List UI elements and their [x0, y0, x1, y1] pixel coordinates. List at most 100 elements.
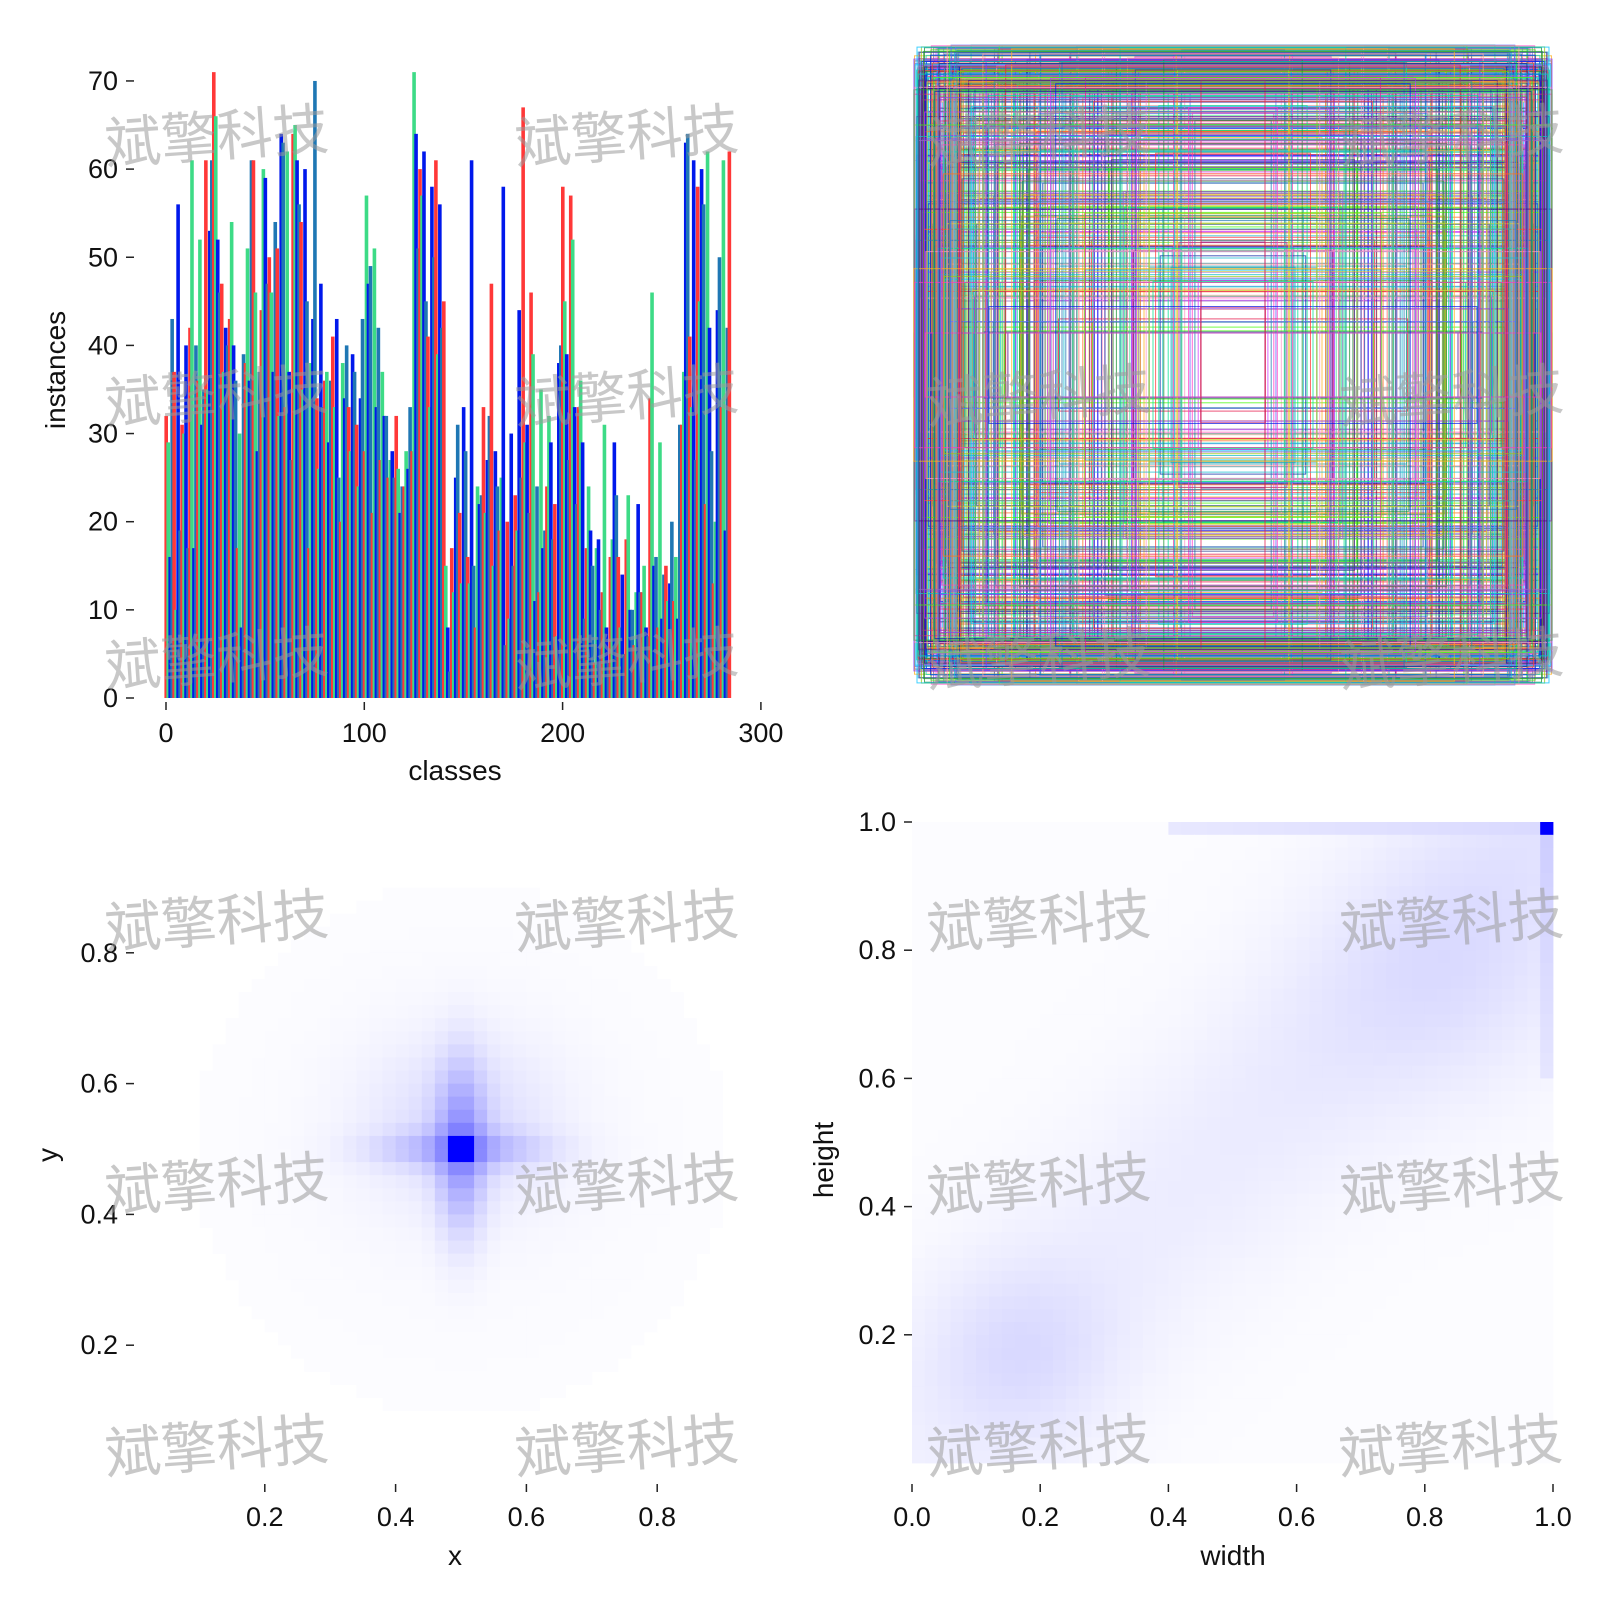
xy-cell-34-37	[617, 1266, 632, 1281]
xy-cell-7-20	[395, 913, 410, 928]
xy-x-tick-label-0.2: 0.2	[246, 1502, 284, 1532]
wh-cell-30-20	[1168, 1206, 1182, 1220]
wh-cell-2-46	[1501, 847, 1515, 861]
histogram-bar-174	[509, 433, 514, 698]
wh-cell-43-19	[1155, 1373, 1169, 1387]
wh-cell-29-36	[1373, 1193, 1387, 1207]
wh-cell-46-34	[1347, 1411, 1362, 1425]
xy-cell-21-20	[395, 1096, 410, 1111]
bbox-397	[1003, 330, 1463, 400]
wh-cell-17-11	[1053, 1039, 1067, 1054]
wh-cell-21-32	[1322, 1091, 1336, 1105]
wh-cell-37-12	[1065, 1296, 1080, 1310]
histogram-bar-156	[473, 627, 478, 698]
wh-cell-23-48	[1527, 1116, 1541, 1131]
wh-cell-29-43	[1463, 1193, 1477, 1207]
wh-cell-39-24	[1219, 1321, 1233, 1336]
wh-cell-31-14	[1091, 1219, 1105, 1233]
wh-cell-41-41	[1437, 1347, 1451, 1361]
wh-cell-31-35	[1360, 1219, 1374, 1233]
wh-cell-31-19	[1155, 1219, 1169, 1233]
xy-cell-37-20	[395, 1305, 410, 1320]
wh-cell-41-22	[1194, 1347, 1208, 1361]
xy-cell-8-35	[591, 926, 606, 941]
wh-cell-22-27	[1258, 1104, 1272, 1118]
histogram-bar-190	[541, 548, 545, 698]
wh-cell-42-41	[1437, 1360, 1451, 1374]
wh-cell-21-31	[1309, 1091, 1323, 1105]
bbox-256	[967, 197, 1499, 533]
wh-cell-24-37	[1386, 1129, 1400, 1143]
wh-cell-0-22	[1194, 822, 1208, 836]
histogram-bar-58	[279, 133, 284, 699]
xy-cell-19-6	[212, 1070, 226, 1084]
wh-cell-1-2	[937, 834, 951, 849]
wh-cell-22-38	[1399, 1104, 1413, 1118]
xy-cell-22-5	[199, 1109, 213, 1124]
wh-cell-35-19	[1155, 1270, 1169, 1284]
xy-cell-17-23	[434, 1044, 449, 1058]
wh-cell-46-41	[1437, 1411, 1451, 1425]
wh-cell-21-7	[1001, 1091, 1015, 1105]
wh-cell-24-43	[1463, 1129, 1477, 1143]
wh-cell-30-36	[1373, 1206, 1387, 1220]
wh-cell-37-44	[1476, 1296, 1490, 1310]
wh-cell-15-46	[1501, 1014, 1515, 1028]
wh-cell-21-47	[1514, 1091, 1528, 1105]
xy-cell-41-16	[343, 1358, 357, 1372]
wh-cell-31-10	[1040, 1219, 1054, 1233]
xy-cell-17-11	[277, 1044, 292, 1058]
histogram-bar-117	[396, 468, 401, 698]
wh-cell-40-7	[1001, 1334, 1015, 1349]
histogram-bar-158	[477, 504, 482, 698]
wh-cell-2-16	[1117, 847, 1131, 861]
xy-cell-16-17	[356, 1031, 370, 1045]
wh-cell-43-40	[1424, 1373, 1439, 1387]
wh-cell-32-16	[1117, 1232, 1131, 1246]
wh-cell-47-8	[1014, 1424, 1028, 1438]
xy-cell-35-30	[526, 1279, 540, 1294]
xy-cell-15-31	[539, 1018, 553, 1032]
xy-cell-22-19	[382, 1109, 396, 1124]
wh-cell-27-19	[1155, 1168, 1169, 1182]
xy-cell-23-18	[369, 1122, 383, 1137]
wh-cell-36-46	[1501, 1283, 1515, 1297]
xy-cell-16-24	[447, 1031, 462, 1045]
wh-cell-13-19	[1155, 988, 1169, 1002]
wh-cell-42-31	[1309, 1360, 1323, 1374]
wh-cell-47-14	[1091, 1424, 1105, 1438]
wh-cell-20-49	[1540, 1078, 1554, 1092]
bbox-367	[1175, 53, 1291, 677]
wh-cell-39-33	[1335, 1321, 1349, 1336]
wh-cell-11-16	[1117, 963, 1131, 977]
wh-cell-5-4	[963, 886, 977, 900]
wh-cell-20-9	[1027, 1078, 1041, 1092]
xy-cell-41-32	[552, 1358, 567, 1372]
wh-cell-39-43	[1463, 1321, 1477, 1336]
bbox-365	[1127, 57, 1339, 673]
xy-cell-32-33	[565, 1240, 580, 1255]
wh-cell-17-45	[1488, 1039, 1503, 1054]
xy-cell-26-9	[251, 1162, 266, 1176]
wh-cell-39-35	[1360, 1321, 1374, 1336]
wh-cell-1-3	[950, 834, 964, 849]
wh-cell-3-18	[1142, 860, 1156, 874]
wh-cell-2-39	[1411, 847, 1426, 861]
wh-cell-15-35	[1360, 1014, 1374, 1028]
wh-cell-47-36	[1373, 1424, 1387, 1438]
wh-cell-17-37	[1386, 1039, 1400, 1054]
xy-cell-43-30	[526, 1384, 540, 1398]
histogram-bar-82	[327, 442, 331, 698]
wh-cell-2-18	[1142, 847, 1156, 861]
histogram-bar-16	[196, 380, 200, 698]
xy-cell-14-11	[277, 1005, 292, 1019]
wh-cell-9-15	[1104, 937, 1118, 951]
xy-cell-18-11	[277, 1057, 292, 1071]
bbox-503	[934, 90, 1532, 640]
wh-cell-37-17	[1129, 1296, 1144, 1310]
histogram-bar-102	[366, 283, 371, 698]
xy-cell-10-28	[500, 952, 514, 967]
xy-cell-27-12	[290, 1175, 305, 1189]
wh-cell-44-1	[924, 1386, 939, 1400]
wh-cell-37-28	[1270, 1296, 1285, 1310]
